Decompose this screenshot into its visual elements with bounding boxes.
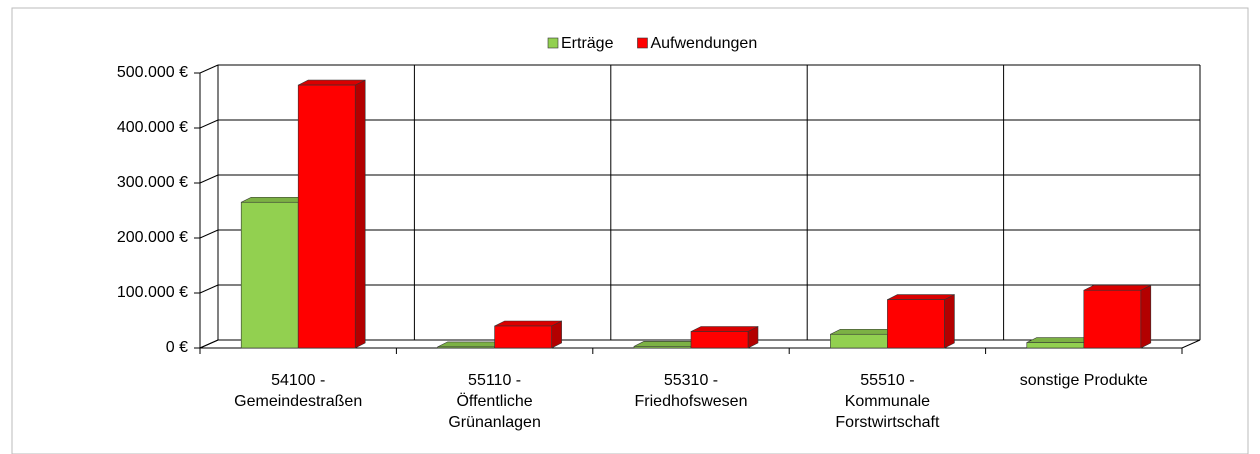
- bar: [297, 84, 356, 349]
- bar-top: [494, 320, 562, 327]
- bar: [830, 333, 888, 349]
- x-tick-label: 55110 -: [468, 372, 521, 389]
- y-tick-label: 0 €: [166, 339, 188, 356]
- x-tick-label: 55310 -: [664, 372, 718, 389]
- x-tick-label: Forstwirtschaft: [835, 414, 940, 431]
- bar: [437, 346, 495, 349]
- grid-line-side: [199, 174, 219, 184]
- x-tick-label: 55510 -: [860, 372, 914, 389]
- bar-top: [1083, 284, 1151, 291]
- grid-line-side: [199, 339, 219, 349]
- x-tick-label: Grünanlagen: [448, 414, 541, 431]
- bar: [633, 346, 692, 349]
- bar-side: [944, 294, 955, 349]
- grid-line-side: [199, 119, 219, 129]
- bar-top: [298, 79, 366, 86]
- grid-line-side: [199, 284, 219, 294]
- legend-label: Erträge: [561, 35, 614, 52]
- x-tick-label: Kommunale: [845, 393, 930, 410]
- legend-label: Aufwendungen: [650, 35, 757, 52]
- x-tick-label: 54100 -: [271, 372, 325, 389]
- x-tick-label: sonstige Produkte: [1020, 372, 1148, 389]
- y-tick-label: 100.000 €: [117, 284, 188, 301]
- grid-line-side: [199, 64, 219, 74]
- bar-top: [887, 294, 955, 300]
- bar: [887, 299, 945, 349]
- bar: [1083, 289, 1142, 349]
- bar: [494, 325, 552, 349]
- y-tick-label: 400.000 €: [117, 119, 188, 136]
- bar-side: [1140, 284, 1152, 349]
- bar: [1026, 342, 1085, 349]
- bar-top: [690, 326, 759, 332]
- grid-line-side: [199, 229, 219, 239]
- bar: [690, 331, 749, 349]
- x-tick-label: Öffentliche: [456, 392, 532, 410]
- legend-swatch: [637, 37, 648, 49]
- y-tick-label: 500.000 €: [117, 64, 188, 81]
- bar-side: [354, 79, 366, 349]
- legend-swatch: [547, 37, 559, 49]
- y-tick-label: 200.000 €: [117, 229, 188, 246]
- x-tick-label: Gemeindestraßen: [234, 393, 362, 410]
- x-tick-label: Friedhofswesen: [635, 393, 748, 410]
- y-tick-label: 300.000 €: [117, 174, 188, 191]
- bar: [240, 201, 299, 349]
